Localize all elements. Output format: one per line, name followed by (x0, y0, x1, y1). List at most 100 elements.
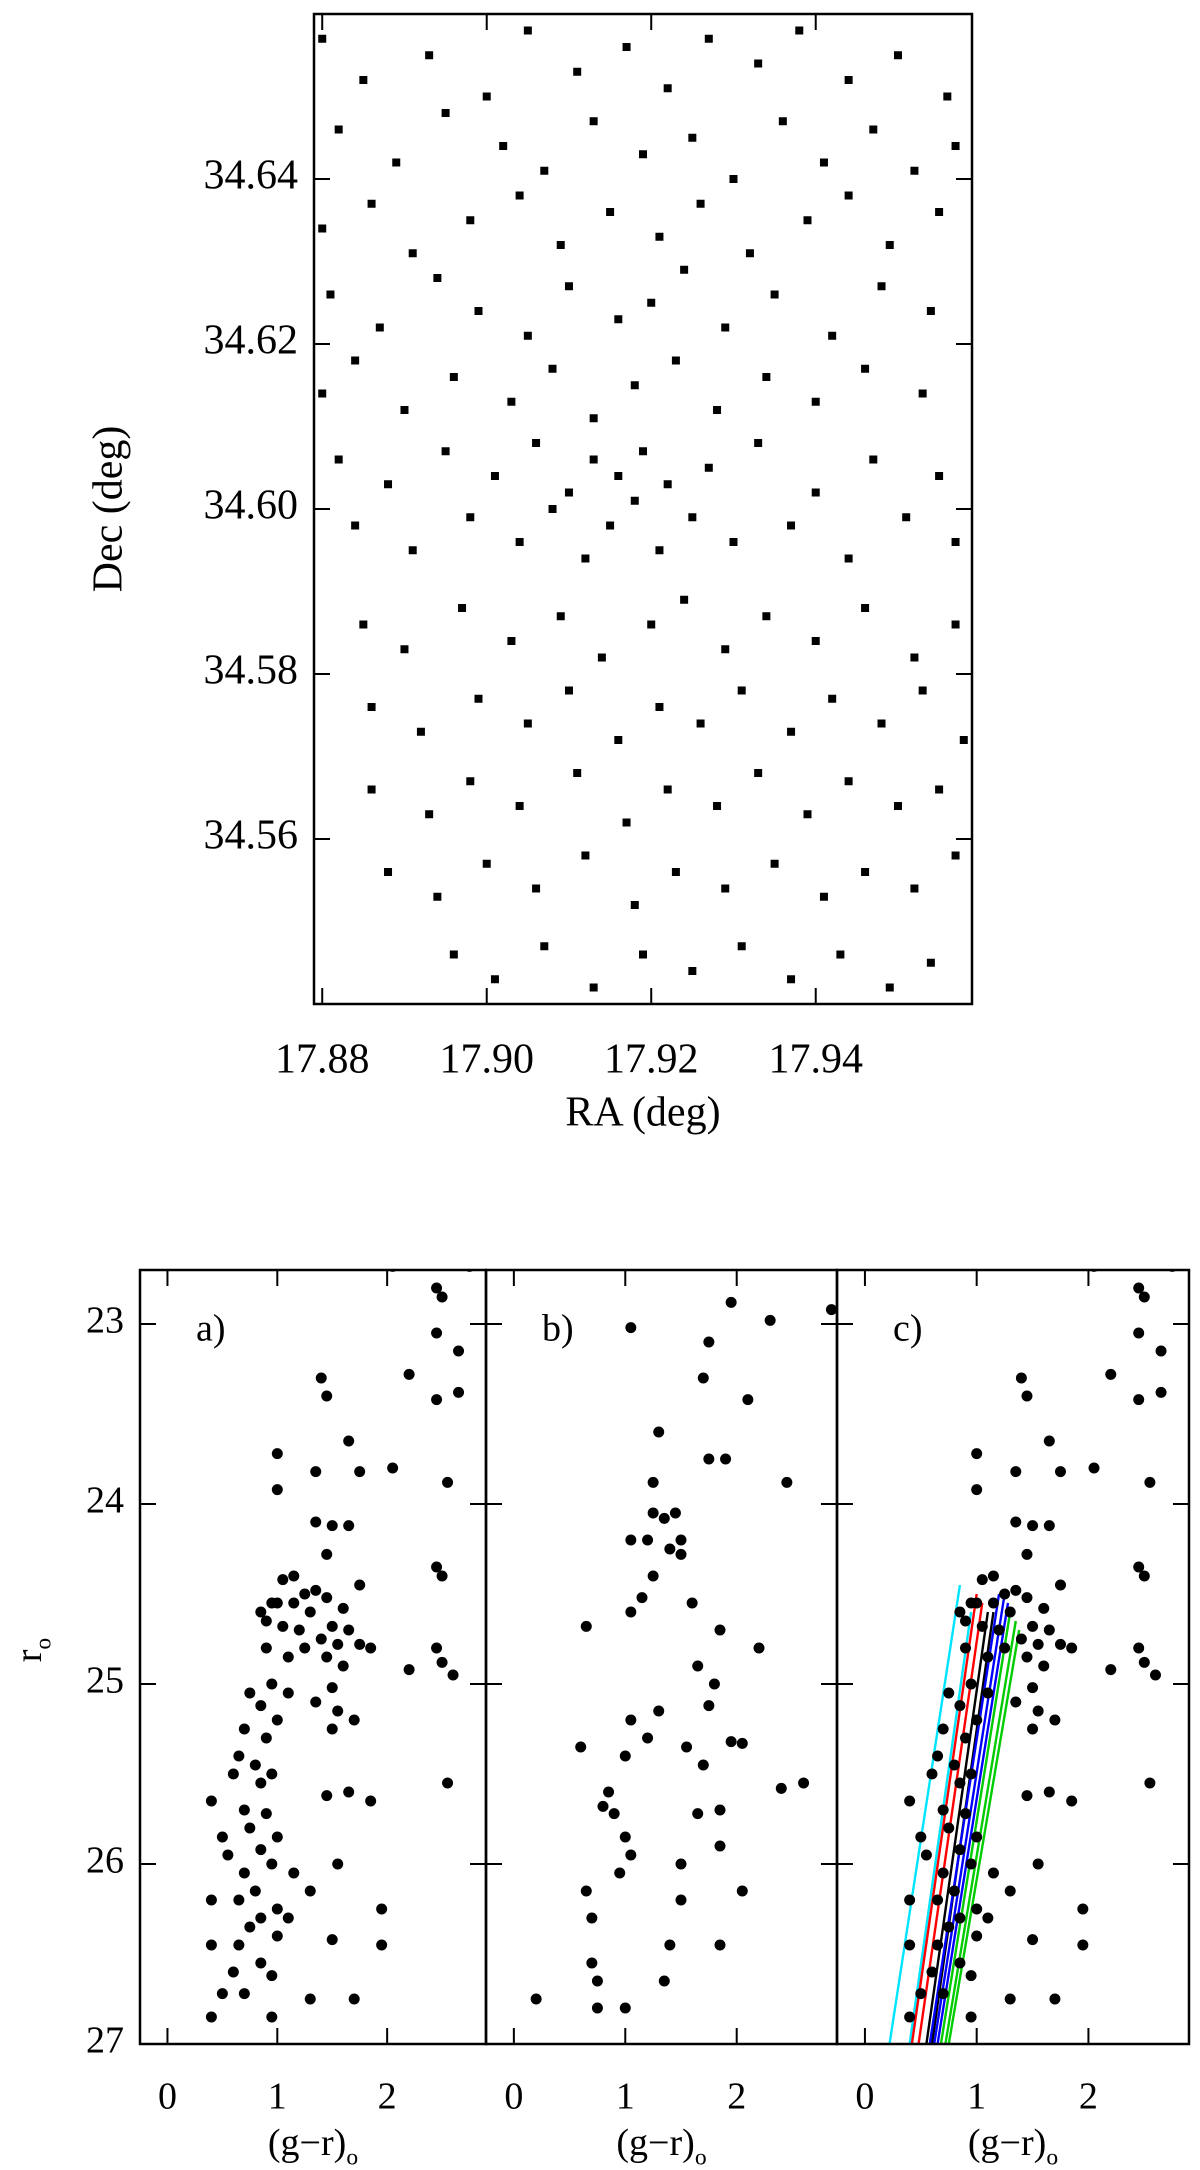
star (754, 769, 763, 777)
star (861, 868, 870, 876)
star (343, 1786, 355, 1798)
star (238, 1804, 250, 1816)
x-axis-label-text: (g−r) (968, 2122, 1046, 2164)
star (343, 1520, 355, 1532)
star (965, 1970, 977, 1982)
points (888, 1250, 1177, 2044)
star (255, 1844, 267, 1856)
star (271, 1831, 283, 1843)
star (1010, 1516, 1022, 1528)
star (671, 356, 680, 365)
star (614, 315, 623, 324)
star (619, 2002, 631, 2014)
star (1138, 1570, 1150, 1582)
star (811, 397, 820, 406)
star (671, 868, 680, 876)
x-tick-label: 17.88 (275, 1037, 370, 1083)
star (367, 785, 376, 794)
star (954, 1777, 966, 1789)
star (255, 1700, 267, 1712)
star (714, 1840, 726, 1852)
star (675, 1894, 687, 1906)
star (869, 455, 878, 464)
star (282, 1651, 294, 1663)
star (948, 1759, 960, 1771)
star (1133, 1561, 1145, 1573)
star (680, 595, 689, 604)
star (384, 480, 393, 489)
star (367, 703, 376, 711)
star (954, 1844, 966, 1856)
star (910, 884, 919, 893)
star (937, 1804, 949, 1816)
star (1053, 1250, 1064, 1261)
star (348, 1714, 360, 1726)
star (1032, 1638, 1044, 1650)
star (869, 125, 878, 134)
star (1032, 1705, 1044, 1717)
star (926, 307, 935, 315)
x-tick-label: 0 (504, 2076, 523, 2118)
star (932, 1894, 944, 1906)
star (310, 1696, 322, 1708)
star (321, 1390, 333, 1402)
star (787, 521, 796, 530)
star (1043, 1624, 1055, 1636)
star (960, 1642, 972, 1654)
star (893, 802, 902, 810)
star (647, 298, 656, 307)
star (1144, 1777, 1156, 1789)
star (288, 1597, 300, 1609)
star (1043, 1520, 1055, 1532)
star (663, 785, 672, 794)
star (696, 199, 705, 208)
star (999, 1588, 1011, 1600)
star (1010, 1696, 1022, 1708)
star (680, 265, 689, 274)
x-axis-label: (g−r)o (616, 2122, 706, 2170)
star (943, 1687, 955, 1699)
star (310, 1516, 322, 1528)
star (586, 1957, 598, 1969)
star (960, 1808, 972, 1820)
star (720, 1453, 732, 1465)
star (971, 1448, 983, 1460)
star (249, 1759, 261, 1771)
star (523, 26, 532, 35)
star (844, 554, 853, 563)
star (299, 1588, 311, 1600)
plot-frame (835, 1268, 1191, 2046)
star (515, 538, 524, 546)
star (642, 1534, 654, 1546)
star (1077, 1903, 1089, 1915)
star (332, 1858, 344, 1870)
star (403, 1664, 415, 1676)
star (948, 1885, 960, 1897)
x-axis-label: RA (deg) (565, 1090, 720, 1136)
star (365, 1642, 377, 1654)
star (965, 2011, 977, 2023)
star (910, 653, 919, 662)
star (354, 1466, 366, 1478)
star (625, 1714, 637, 1726)
star (1010, 1584, 1022, 1596)
star (951, 620, 960, 629)
plot-frame (138, 1268, 488, 2046)
star (803, 810, 812, 819)
star (304, 1885, 316, 1897)
star (425, 51, 434, 60)
star (844, 191, 853, 200)
star (321, 1651, 333, 1663)
star (1088, 1462, 1100, 1474)
star (798, 1777, 810, 1789)
star (359, 620, 368, 629)
star (244, 1687, 256, 1699)
star (326, 1520, 338, 1532)
star (954, 1912, 966, 1924)
star (1133, 1282, 1145, 1294)
star (589, 117, 598, 126)
star (658, 1975, 670, 1987)
star (359, 76, 368, 84)
star (1054, 1466, 1066, 1478)
star (819, 158, 828, 167)
